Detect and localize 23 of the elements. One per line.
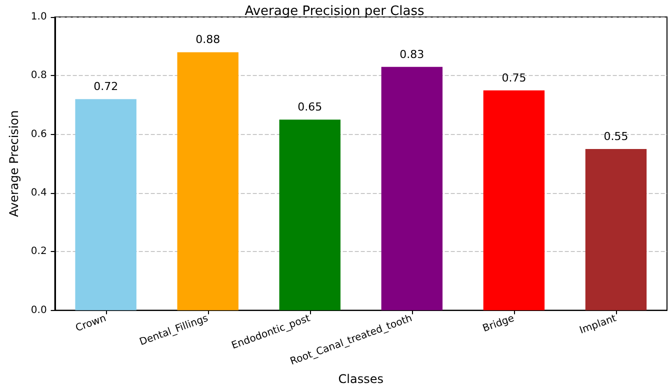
x-tick-label: Bridge	[481, 313, 516, 335]
bar	[585, 148, 647, 310]
bar	[381, 66, 443, 310]
y-tick-label: 0.4	[30, 187, 47, 198]
x-tick-label: Crown	[74, 313, 108, 334]
y-tick-label: 0.2	[30, 246, 47, 258]
bar	[75, 99, 136, 310]
y-axis-title: Average Precision	[7, 110, 21, 217]
y-tick-label: 0.0	[30, 304, 47, 316]
y-tick-label: 0.8	[30, 70, 47, 82]
y-tick-label: 1.0	[30, 12, 47, 22]
data-label: 0.83	[400, 48, 424, 61]
data-label: 0.75	[502, 71, 526, 84]
x-axis-title: Classes	[338, 372, 384, 386]
data-label: 0.72	[94, 80, 118, 94]
y-tick-label: 0.6	[30, 128, 47, 140]
bar	[279, 120, 340, 310]
data-label: 0.88	[196, 33, 220, 46]
data-label: 0.65	[298, 100, 322, 114]
chart-title: Average Precision per Class	[244, 4, 425, 19]
bar	[177, 52, 238, 310]
data-label: 0.55	[604, 130, 628, 143]
bar	[483, 90, 545, 310]
